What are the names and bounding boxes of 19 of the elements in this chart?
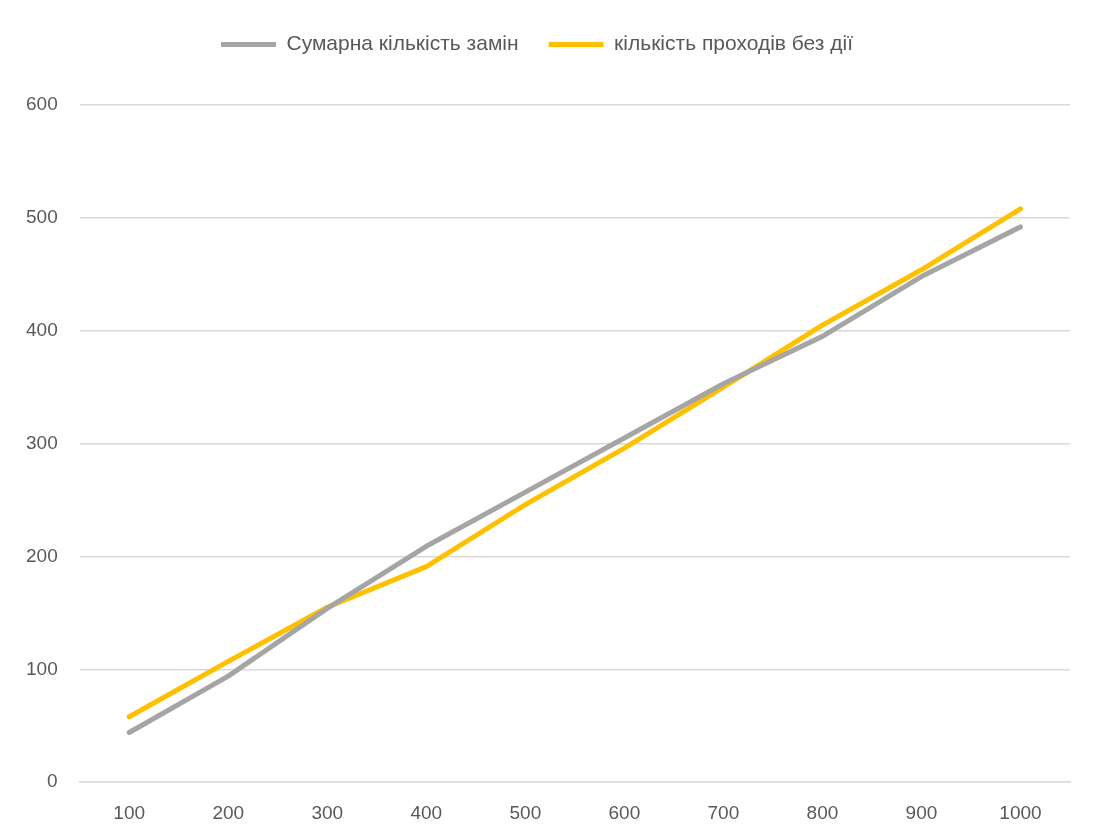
y-tick-label: 0 (47, 770, 58, 792)
x-tick-label: 600 (608, 801, 641, 823)
x-tick-label: 500 (509, 801, 542, 823)
y-tick-label: 400 (26, 318, 58, 340)
x-tick-label: 100 (113, 801, 146, 823)
x-tick-label: 1000 (999, 801, 1042, 823)
x-tick-label: 800 (806, 801, 839, 823)
x-tick-label: 900 (905, 801, 938, 823)
y-tick-label: 200 (26, 544, 58, 566)
x-tick-label: 300 (311, 801, 344, 823)
x-tick-label: 400 (410, 801, 443, 823)
legend-label: Сумарна кількість замін (286, 31, 519, 55)
x-tick-label: 200 (212, 801, 245, 823)
y-tick-label: 500 (26, 206, 58, 228)
y-tick-label: 300 (26, 431, 58, 453)
x-tick-label: 700 (707, 801, 740, 823)
legend-label: кількість проходів без дії (614, 31, 854, 55)
y-tick-label: 600 (26, 93, 58, 115)
y-tick-label: 100 (26, 657, 58, 679)
